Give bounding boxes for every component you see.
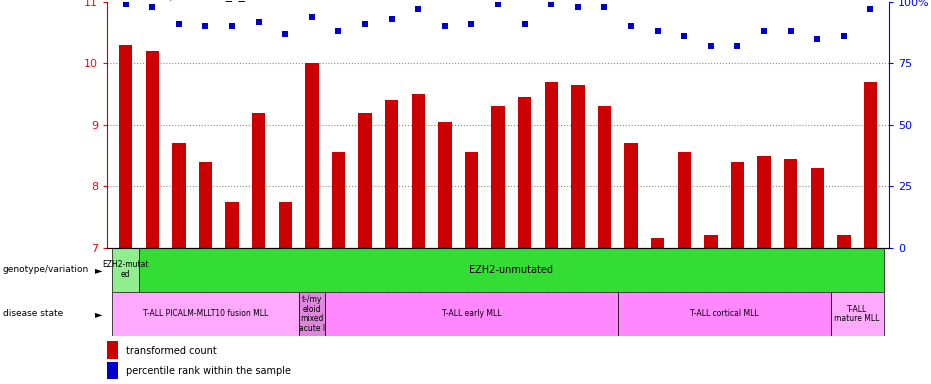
Text: t-/my
eloid
mixed
acute l: t-/my eloid mixed acute l	[299, 295, 325, 333]
Bar	[625, 143, 638, 248]
Text: ►: ►	[95, 309, 102, 319]
Point	[251, 18, 266, 25]
Point	[650, 28, 665, 35]
Bar	[412, 94, 425, 248]
Bar	[811, 168, 824, 248]
Bar	[225, 202, 238, 248]
Point	[491, 1, 506, 7]
Text: T-ALL cortical MLL: T-ALL cortical MLL	[690, 310, 759, 318]
Bar	[107, 341, 118, 359]
Point	[757, 28, 772, 35]
Point	[544, 1, 559, 7]
Bar	[864, 82, 877, 248]
Bar	[572, 85, 585, 248]
Point	[385, 16, 399, 22]
Point	[464, 21, 479, 27]
Point	[224, 23, 239, 30]
Bar	[299, 292, 325, 336]
Point	[783, 28, 798, 35]
Point	[145, 4, 160, 10]
Bar	[731, 162, 744, 248]
Bar	[325, 292, 618, 336]
Point	[597, 4, 612, 10]
Text: GDS4300 / 222024_s_at: GDS4300 / 222024_s_at	[107, 0, 258, 1]
Bar	[119, 45, 132, 248]
Point	[863, 6, 878, 12]
Bar	[172, 143, 185, 248]
Point	[624, 23, 639, 30]
Text: T-ALL PICALM-MLLT10 fusion MLL: T-ALL PICALM-MLLT10 fusion MLL	[142, 310, 268, 318]
Text: ►: ►	[95, 265, 102, 275]
Text: T-ALL
mature MLL: T-ALL mature MLL	[834, 305, 880, 323]
Text: EZH2-unmutated: EZH2-unmutated	[469, 265, 553, 275]
Bar	[199, 162, 212, 248]
Bar	[830, 292, 884, 336]
Bar	[704, 235, 718, 248]
Bar	[358, 113, 371, 248]
Point	[730, 43, 745, 49]
Bar	[278, 202, 292, 248]
Point	[571, 4, 586, 10]
Point	[438, 23, 452, 30]
Bar	[113, 248, 139, 292]
Bar	[145, 51, 159, 248]
Point	[331, 28, 346, 35]
Text: disease state: disease state	[3, 310, 63, 318]
Bar	[678, 152, 691, 248]
Text: T-ALL early MLL: T-ALL early MLL	[441, 310, 501, 318]
Point	[518, 21, 533, 27]
Point	[277, 31, 292, 37]
Bar	[598, 106, 611, 248]
Bar	[305, 63, 318, 248]
Text: percentile rank within the sample: percentile rank within the sample	[126, 366, 290, 376]
Bar	[385, 100, 398, 248]
Point	[358, 21, 372, 27]
Bar	[518, 97, 532, 248]
Point	[304, 13, 319, 20]
Point	[118, 1, 133, 7]
Bar	[618, 292, 830, 336]
Bar	[113, 292, 299, 336]
Point	[411, 6, 425, 12]
Bar	[545, 82, 558, 248]
Text: EZH2-mutat
ed: EZH2-mutat ed	[102, 260, 149, 280]
Bar	[837, 235, 851, 248]
Bar	[784, 159, 797, 248]
Bar	[465, 152, 479, 248]
Bar	[758, 156, 771, 248]
Point	[198, 23, 213, 30]
Point	[704, 43, 719, 49]
Point	[836, 33, 851, 40]
Bar	[252, 113, 265, 248]
Point	[677, 33, 692, 40]
Bar	[492, 106, 505, 248]
Bar	[439, 122, 452, 248]
Bar	[107, 362, 118, 379]
Point	[810, 36, 825, 42]
Text: transformed count: transformed count	[126, 346, 216, 356]
Bar	[651, 238, 665, 248]
Bar	[331, 152, 345, 248]
Point	[171, 21, 186, 27]
Text: genotype/variation: genotype/variation	[3, 265, 89, 274]
